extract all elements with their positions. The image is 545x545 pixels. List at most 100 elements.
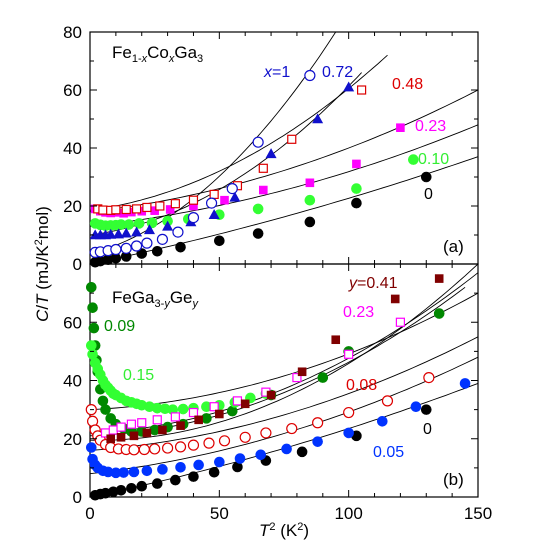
annotation-b-015: 0.15 (123, 367, 154, 384)
data-point-a-3-5 (131, 204, 142, 214)
data-point-b-5-11 (292, 372, 302, 383)
data-point-b-0-7 (151, 478, 163, 489)
fit-curve-a-1 (89, 124, 479, 227)
data-point-b-3-8 (100, 404, 111, 415)
annotation-b-008: 0.08 (346, 377, 377, 394)
data-point-b-1-12 (193, 459, 204, 471)
annotation-b-023: 0.23 (343, 304, 374, 321)
data-point-b-6-6 (194, 415, 203, 425)
data-point-a-1-13 (304, 194, 316, 206)
data-point-b-6-11 (331, 335, 341, 345)
data-point-a-1-6 (123, 219, 135, 230)
data-point-b-2-15 (203, 437, 215, 449)
panel-b-title: FeGa3-yGey (112, 288, 200, 310)
data-point-b-2-20 (312, 417, 324, 429)
panel-b-ticks: 0 20 40 60 0 50 100 150 (63, 264, 492, 523)
annotation-a-x1: x=1 (263, 64, 290, 81)
data-point-b-0-9 (188, 471, 199, 482)
annotation-a-0: 0 (424, 186, 433, 203)
data-point-b-2-22 (381, 395, 394, 407)
data-point-a-4-4 (112, 228, 124, 239)
data-point-a-5-3 (110, 243, 122, 256)
data-point-a-4-8 (162, 220, 174, 231)
data-point-b-6-8 (240, 399, 250, 409)
data-point-b-1-0 (85, 442, 97, 453)
data-point-b-1-13 (214, 456, 225, 468)
y-tick-label: 80 (63, 23, 82, 42)
data-point-b-2-13 (174, 441, 187, 453)
data-point-b-5-1 (108, 425, 118, 435)
data-point-b-3-1 (87, 302, 98, 313)
x-tick-label: 150 (464, 504, 492, 523)
data-point-a-1-12 (252, 203, 264, 215)
data-point-b-5-9 (232, 396, 243, 406)
data-point-b-5-4 (137, 418, 147, 428)
data-point-b-1-10 (157, 464, 168, 475)
data-point-b-6-4 (158, 425, 167, 435)
data-point-a-5-6 (141, 237, 153, 249)
fit-curve-a-5 (89, 31, 337, 255)
annotation-a-010: 0.10 (418, 151, 449, 168)
data-point-b-6-0 (106, 434, 115, 444)
fit-curve-b-6 (89, 263, 479, 441)
data-point-b-0-15 (420, 404, 432, 415)
data-point-b-3-18 (226, 405, 238, 417)
data-point-b-3-7 (97, 395, 109, 407)
data-point-a-4-11 (229, 191, 241, 202)
data-point-b-1-19 (376, 415, 388, 427)
data-point-b-1-16 (281, 443, 292, 455)
data-point-a-0-8 (214, 235, 225, 247)
data-point-b-2-17 (239, 431, 251, 443)
y-tick-label: 20 (63, 430, 82, 449)
data-point-a-2-14 (352, 159, 361, 169)
fit-curve-b-2 (89, 336, 479, 451)
data-point-b-5-6 (170, 412, 180, 422)
data-point-b-5-13 (395, 317, 405, 327)
fit-curve-a-2 (89, 89, 479, 213)
data-point-b-2-11 (149, 443, 161, 455)
data-point-b-6-7 (215, 409, 224, 419)
data-point-a-3-14 (357, 85, 367, 95)
data-point-a-1-14 (351, 183, 362, 194)
data-point-b-2-12 (162, 442, 174, 454)
data-point-a-2-9 (165, 205, 175, 214)
data-point-b-1-8 (128, 466, 140, 478)
data-point-a-4-13 (312, 113, 324, 124)
annotation-b-y041: y=0.41 (348, 275, 398, 292)
data-point-b-0-10 (208, 466, 220, 478)
data-point-a-2-11 (220, 195, 229, 205)
data-point-a-3-6 (142, 202, 152, 213)
x-tick-label: 100 (334, 504, 362, 523)
panel-b-label: (b) (443, 470, 464, 489)
data-point-a-3-7 (155, 201, 165, 211)
data-point-b-6-9 (266, 390, 276, 400)
annotation-b-005: 0.05 (373, 444, 404, 461)
data-point-a-5-13 (304, 69, 316, 82)
data-point-b-6-2 (129, 431, 139, 441)
data-point-b-0-6 (136, 480, 148, 492)
x-tick-label: 0 (85, 504, 94, 523)
data-point-b-1-11 (175, 461, 186, 473)
data-point-b-1-18 (343, 427, 354, 439)
data-point-a-5-9 (187, 212, 200, 224)
data-point-b-2-18 (260, 427, 272, 439)
panel-b: 0 20 40 60 0 50 100 150 FeGa3-yGey (b) (63, 263, 492, 523)
data-point-b-2-9 (128, 444, 140, 456)
data-point-a-3-3 (111, 205, 121, 215)
data-point-b-5-3 (126, 419, 136, 429)
data-point-b-3-2 (88, 322, 100, 334)
x-tick-label: 50 (210, 504, 229, 523)
annotation-a-072: 0.72 (322, 64, 353, 81)
data-point-b-2-23 (423, 371, 435, 384)
annotation-b-009: 0.09 (104, 318, 135, 335)
panel-a-label: (a) (443, 237, 464, 256)
y-tick-label: 20 (63, 197, 82, 216)
data-point-a-5-7 (156, 233, 169, 245)
data-point-b-6-1 (116, 432, 126, 442)
data-point-a-1-7 (133, 218, 145, 229)
data-point-b-5-5 (152, 415, 162, 425)
y-tick-label: 0 (73, 255, 82, 274)
panel-a-ticks: 0 20 40 60 80 (63, 23, 479, 274)
data-point-a-5-10 (205, 197, 218, 209)
